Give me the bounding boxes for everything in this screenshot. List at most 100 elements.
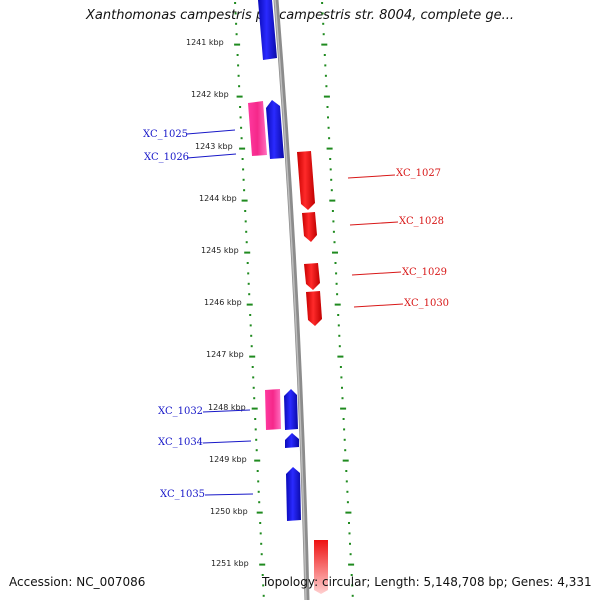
tick-mark [234,12,237,15]
tick-mark [346,501,349,504]
tick-mark [246,303,253,306]
tick-mark [245,230,248,233]
tick-label: 1248 kbp [208,403,246,412]
gene-label[interactable]: XC_1034 [158,437,203,448]
tick-mark [246,262,249,264]
gene-feature-minus[interactable] [304,263,320,290]
tick-mark [235,22,238,25]
tick-mark [326,106,329,108]
tick-mark [324,64,327,67]
tick-mark [337,314,340,316]
gene-feature-plus[interactable] [258,0,277,60]
tick-mark [250,345,253,348]
tick-mark [255,449,258,452]
tick-mark [334,262,337,264]
tick-mark [235,33,238,36]
tick-mark [240,137,243,140]
tick-mark [249,324,252,327]
gene-label[interactable]: XC_1029 [402,267,447,278]
topology-summary: Topology: circular; Length: 5,148,708 bp… [262,575,592,589]
tick-mark [335,272,338,275]
tick-mark [351,594,354,597]
tick-mark [345,470,348,472]
tick-mark [340,376,343,379]
tick-mark [325,85,328,88]
tick-mark [237,74,240,77]
tick-mark [239,106,242,108]
tick-mark [349,553,352,556]
gene-feature-pink[interactable] [265,389,281,430]
tick-mark [256,511,263,514]
tick-mark [260,542,263,545]
tick-mark [344,449,347,452]
tick-mark [348,522,350,524]
gene-label[interactable]: XC_1035 [160,489,205,500]
tick-mark [322,33,325,36]
tick-mark [348,563,355,566]
tick-mark [262,594,265,597]
tick-mark [332,251,338,254]
tick-label: 1244 kbp [199,194,237,203]
tick-mark [331,210,334,212]
gene-feature-minus[interactable] [314,540,328,594]
gene-feature-minus[interactable] [306,291,322,326]
gene-label[interactable]: XC_1028 [399,216,444,227]
tick-mark [238,85,241,88]
tick-mark [332,230,335,233]
tick-label: 1250 kbp [210,507,248,516]
tick-mark [336,293,339,296]
tick-mark [261,574,264,576]
gene-feature-plus[interactable] [266,100,284,159]
tick-mark [327,126,330,129]
tick-mark [254,428,257,431]
tick-mark [257,490,260,493]
gene-feature-pink[interactable] [248,101,267,156]
tick-mark [259,563,266,566]
tick-mark [236,95,243,98]
tick-labels: 1241 kbp 1242 kbp 1243 kbp 1244 kbp 1245… [186,38,249,568]
tick-mark [241,199,248,202]
gene-feature-plus[interactable] [285,433,299,448]
gene-label[interactable]: XC_1030 [404,298,449,309]
gene-label[interactable]: XC_1025 [143,129,188,140]
tick-mark [345,480,348,483]
chromosome-backbone-highlight [274,0,307,600]
tick-mark [244,210,247,212]
gene-feature-plus[interactable] [286,467,301,521]
tick-mark [335,282,338,285]
tick-label: 1242 kbp [191,90,229,99]
tick-mark [321,2,324,4]
gene-label[interactable]: XC_1027 [396,168,441,179]
gene-feature-minus[interactable] [297,151,315,210]
tick-mark [323,95,330,98]
tick-mark [341,386,343,389]
tick-mark [245,241,248,244]
gene-label[interactable]: XC_1026 [144,152,189,163]
gene-label[interactable]: XC_1032 [158,406,203,417]
gene-feature-minus[interactable] [302,212,317,242]
tick-mark [342,418,345,420]
map-title: Xanthomonas campestris pv. campestris st… [86,8,514,23]
tick-mark [254,418,257,420]
tick-mark [259,532,262,535]
tick-mark [343,428,346,431]
tick-label: 1247 kbp [206,350,244,359]
tick-mark [240,126,243,129]
tick-mark [332,220,335,223]
tick-label: 1246 kbp [204,298,242,307]
tick-mark [348,532,351,535]
tick-mark [241,158,244,160]
tick-mark [323,54,326,56]
tick-mark [239,147,246,150]
tick-label: 1245 kbp [201,246,239,255]
tick-mark [234,43,241,46]
gene-feature-plus[interactable] [284,389,298,430]
tick-label: 1251 kbp [211,559,249,568]
tick-mark [326,147,333,150]
tick-mark [252,386,255,389]
tick-mark [351,584,354,587]
tick-mark [255,438,258,441]
tick-mark [342,459,349,462]
tick-mark [338,345,341,348]
